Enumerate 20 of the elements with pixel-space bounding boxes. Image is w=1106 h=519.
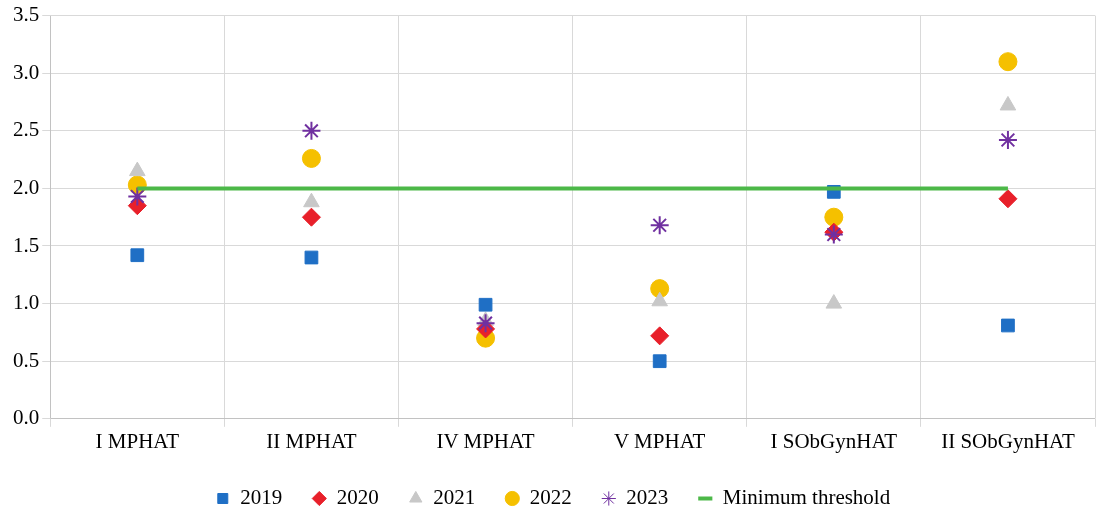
legend-label: 2020 [336, 485, 379, 510]
y-tick-label: 3.0 [13, 59, 40, 84]
x-tick-label: I SObGynHAT [770, 428, 898, 453]
y-tick-label: 0.0 [13, 405, 40, 430]
x-tick-label: IV MPHAT [436, 428, 535, 453]
y-tick-label: 2.0 [13, 174, 40, 199]
y-tick-label: 2.5 [13, 117, 40, 142]
legend-label: 2021 [433, 485, 476, 510]
legend-label: 2022 [529, 485, 572, 510]
legend-label: Minimum threshold [722, 485, 891, 510]
y-tick-label: 3.5 [13, 2, 40, 27]
legend-label: 2019 [240, 485, 283, 510]
x-tick-label: II SObGynHAT [941, 428, 1075, 453]
y-tick-label: 1.0 [13, 290, 40, 315]
x-tick-label: V MPHAT [614, 428, 706, 453]
y-tick-label: 1.5 [13, 232, 40, 257]
x-tick-label: I MPHAT [95, 428, 180, 453]
legend-label: 2023 [626, 485, 669, 510]
x-tick-label: II MPHAT [266, 428, 357, 453]
y-tick-label: 0.5 [13, 347, 40, 372]
